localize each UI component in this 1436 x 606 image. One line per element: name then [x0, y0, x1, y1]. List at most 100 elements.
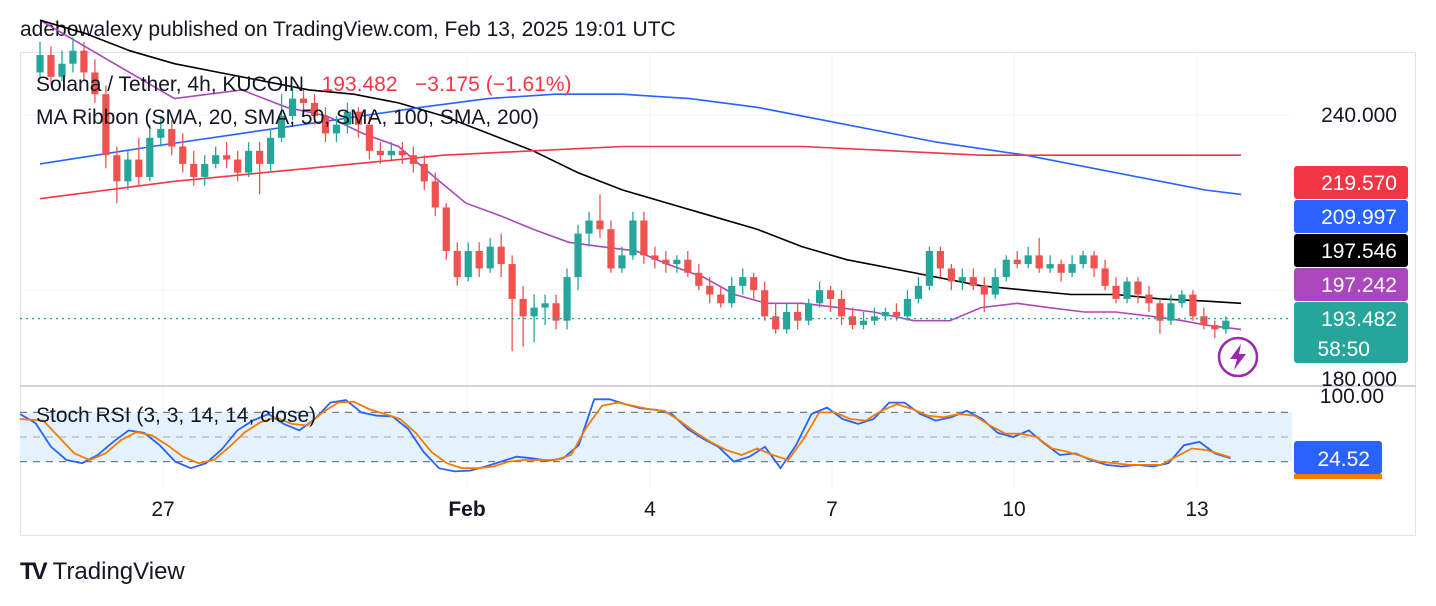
- candle-body: [552, 303, 560, 321]
- x-tick-label: 7: [826, 498, 838, 521]
- stoch-rsi-label: Stoch RSI (3, 3, 14, 14, close): [36, 404, 317, 427]
- candle-body: [1079, 255, 1087, 265]
- candle-body: [135, 159, 143, 177]
- candle-body: [585, 220, 593, 234]
- candle-body: [662, 259, 670, 265]
- candle-body: [881, 311, 890, 317]
- candle-body: [541, 303, 549, 308]
- candle-body: [870, 316, 879, 321]
- ma-line-sma100: [39, 93, 1242, 196]
- candle-body: [376, 150, 384, 156]
- candle-body: [69, 50, 77, 64]
- candle-body: [717, 294, 725, 304]
- price-label-box: [1294, 166, 1408, 199]
- x-tick-label: 10: [1002, 498, 1025, 521]
- publish-header: adebowalexy published on TradingView.com…: [20, 18, 676, 41]
- candle-body: [1123, 281, 1131, 299]
- x-tick-label: 13: [1185, 498, 1208, 521]
- stoch-value-box: [1294, 441, 1382, 474]
- candle-body: [739, 277, 747, 286]
- candle-body: [332, 124, 341, 134]
- candle-body: [706, 285, 714, 295]
- price-label-text: 193.482: [1321, 308, 1397, 331]
- candle-body: [409, 155, 417, 164]
- candle-body: [772, 316, 780, 330]
- last-price: 193.482: [321, 73, 398, 96]
- candle-body: [365, 124, 373, 151]
- candle-body: [299, 98, 308, 103]
- candle-body: [212, 155, 220, 164]
- candle-body: [607, 229, 615, 269]
- x-tick-label: 4: [644, 498, 656, 521]
- candle-body: [256, 150, 264, 164]
- candle-body: [223, 155, 231, 160]
- candle-body: [1134, 281, 1142, 295]
- candle-body: [47, 55, 55, 77]
- price-label-text: 197.242: [1321, 274, 1397, 297]
- candle-body: [113, 155, 121, 182]
- candle-body: [387, 150, 395, 156]
- candle-body: [179, 146, 187, 164]
- y-tick-label: 180.000: [1321, 368, 1397, 391]
- candle-body: [750, 277, 758, 291]
- candle-body: [146, 137, 154, 177]
- candle-body: [464, 251, 472, 278]
- candle-body: [761, 290, 769, 317]
- candle-body: [958, 277, 966, 282]
- candle-body: [102, 94, 110, 156]
- candle-body: [980, 285, 988, 295]
- candle-body: [848, 316, 857, 326]
- candle-body: [58, 63, 66, 77]
- candle-body: [124, 159, 132, 182]
- candle-body: [1200, 316, 1208, 326]
- price-label-box: [1294, 268, 1408, 301]
- candle-body: [442, 207, 450, 251]
- candle-body: [640, 220, 648, 256]
- price-label-box: [1294, 234, 1408, 267]
- candle-body: [1189, 294, 1197, 317]
- stoch-line-d: [19, 400, 1231, 470]
- candle-body: [1211, 325, 1219, 330]
- candle-body: [420, 163, 428, 182]
- candle-body: [826, 290, 835, 299]
- candle-body: [859, 320, 868, 326]
- candle-body: [168, 129, 176, 147]
- candle-body: [947, 268, 955, 282]
- candles: [36, 37, 1230, 352]
- candle-body: [563, 277, 571, 321]
- candle-body: [936, 251, 944, 269]
- candle-body: [684, 259, 692, 273]
- candle-body: [914, 285, 922, 299]
- candle-body: [453, 251, 461, 278]
- footer-brand[interactable]: TV TradingView: [20, 558, 185, 586]
- bolt-glyph: [1230, 344, 1246, 370]
- candle-body: [805, 303, 813, 321]
- legend-symbol-line: Solana / Tether, 4h, KUCOIN 193.482 −3.1…: [36, 73, 572, 97]
- moving-average-ribbon: [39, 19, 1242, 331]
- price-label-text: 209.997: [1321, 206, 1397, 229]
- tradingview-logo-icon: TV: [20, 558, 48, 585]
- candle-body: [475, 251, 483, 269]
- brand-name: TradingView: [52, 558, 185, 585]
- candle-body: [728, 285, 736, 304]
- stoch-value-text: 24.52: [1317, 448, 1370, 471]
- candle-body: [783, 311, 791, 330]
- candle-body: [815, 290, 824, 304]
- x-tick-label: 27: [151, 498, 174, 521]
- candle-body: [508, 264, 516, 299]
- candle-body: [1167, 303, 1175, 321]
- candle-body: [530, 307, 538, 317]
- candle-body: [925, 251, 933, 286]
- countdown-text: 58:50: [1317, 338, 1370, 361]
- candle-body: [596, 220, 604, 230]
- candle-body: [1178, 294, 1186, 304]
- candle-body: [651, 255, 659, 260]
- ma-ribbon-label: MA Ribbon (SMA, 20, SMA, 50, SMA, 100, S…: [36, 106, 540, 129]
- ma-line-sma200: [39, 145, 1242, 200]
- candle-body: [794, 311, 802, 321]
- bolt-icon[interactable]: [1217, 336, 1259, 378]
- stoch-rsi-pane: [19, 398, 1292, 473]
- price-label-box: [1294, 200, 1408, 233]
